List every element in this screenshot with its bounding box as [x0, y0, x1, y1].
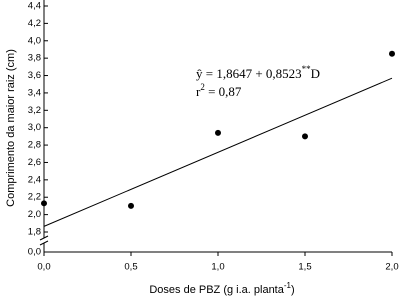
data-point	[128, 202, 134, 209]
y-tick-label: 4,4	[28, 1, 41, 12]
r-squared: r2 = 0,87	[196, 82, 242, 99]
equation-lhs: ŷ = 1,8647 + 0,8523	[196, 66, 302, 81]
y-tick-label: 3,8	[28, 53, 41, 64]
x-tick-label: 1,5	[298, 262, 311, 273]
x-label-text: Doses de PBZ (g i.a. planta	[149, 284, 284, 296]
y-tick-label: 0,0	[28, 247, 41, 258]
x-tick-label: 2,0	[385, 262, 398, 273]
y-tick-label: 1,8	[28, 227, 41, 238]
axis-break	[39, 235, 49, 241]
data-point	[41, 200, 47, 207]
r2-sup: 2	[200, 82, 205, 92]
y-tick-label: 2,8	[28, 140, 41, 151]
y-tick-label: 4,0	[28, 35, 41, 46]
data-point	[389, 50, 395, 57]
y-axis-label: Comprimento da maior raiz (cm)	[5, 49, 17, 207]
equation-sup: **	[302, 64, 312, 74]
x-label-sup: -1	[284, 281, 292, 290]
data-point	[215, 129, 221, 136]
r2-r: r	[196, 84, 201, 99]
x-tick-label: 0,0	[37, 262, 50, 273]
axis-break	[39, 240, 49, 246]
y-tick-label: 2,0	[28, 209, 41, 220]
y-tick-label: 4,2	[28, 18, 41, 29]
x-axis-label: Doses de PBZ (g i.a. planta-1)	[149, 281, 294, 296]
r2-rest: = 0,87	[205, 84, 242, 99]
y-tick-label: 3,0	[28, 122, 41, 133]
y-tick-label: 2,6	[28, 157, 41, 168]
y-tick-label: 3,4	[28, 87, 41, 98]
y-tick-label: 3,6	[28, 70, 41, 81]
x-tick-label: 1,0	[211, 262, 224, 273]
regression-line	[43, 77, 393, 227]
equation: ŷ = 1,8647 + 0,8523**D	[196, 64, 320, 81]
y-tick-label: 2,2	[28, 192, 41, 203]
data-point	[302, 133, 308, 140]
x-label-end: )	[291, 284, 295, 296]
y-tick-label: 3,2	[28, 105, 41, 116]
x-tick-label: 0,5	[124, 262, 137, 273]
equation-rhs: D	[311, 66, 320, 81]
y-tick-label: 2,4	[28, 174, 41, 185]
